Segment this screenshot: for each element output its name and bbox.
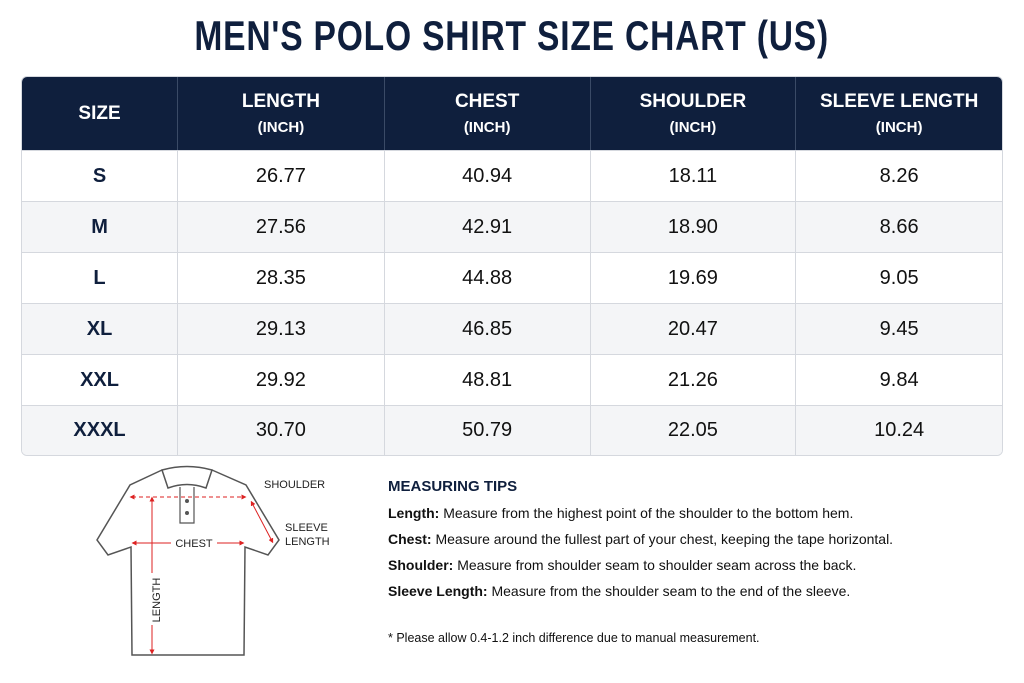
- placket: [179, 487, 195, 524]
- header-unit: (INCH): [875, 119, 923, 136]
- table-row: M 27.56 42.91 18.90 8.66: [22, 201, 1002, 252]
- table-cell: 29.13: [177, 304, 384, 354]
- title-wrap: MEN'S POLO SHIRT SIZE CHART (US): [0, 12, 1024, 60]
- header-label: LENGTH: [241, 91, 320, 112]
- header-unit: (INCH): [463, 119, 511, 136]
- tip-term: Length:: [388, 505, 440, 521]
- table-cell: XXL: [80, 368, 119, 391]
- button: [185, 511, 189, 515]
- sleeve-line: [250, 500, 274, 544]
- label-bg: [145, 573, 159, 625]
- table-cell: 29.92: [177, 355, 384, 405]
- table-cell: 18.11: [589, 151, 796, 201]
- header-row: SIZE LENGTH (INCH) CHEST (INCH) SHOULDER (INCH…: [22, 77, 1002, 150]
- table-cell: 46.85: [383, 304, 590, 354]
- table-cell: M: [91, 215, 108, 238]
- shirt-diagram: CHEST LENGTH SHOULDER SLEEVE LENGTH: [96, 465, 330, 656]
- table-cell: 44.88: [383, 253, 590, 303]
- collar: [161, 465, 213, 489]
- tip-text: Measure around the fullest part of your …: [435, 531, 894, 547]
- table-cell: 19.69: [589, 253, 796, 303]
- table-cell: XXXL: [73, 419, 126, 441]
- table-cell: 26.77: [177, 151, 384, 201]
- table-cell: 20.47: [589, 304, 796, 354]
- header-unit: (INCH): [669, 119, 717, 136]
- note: * Please allow 0.4-1.2 inch difference d…: [388, 631, 760, 645]
- table-cell: 8.66: [795, 202, 1002, 252]
- header-cell: SHOULDER (INCH): [589, 77, 796, 150]
- header-label: SIZE: [78, 102, 121, 124]
- tip-term: Shoulder:: [388, 557, 454, 573]
- header-label: CHEST: [454, 91, 520, 112]
- header-cell: LENGTH (INCH): [177, 77, 384, 150]
- tip: Shoulder: Measure from shoulder seam to …: [388, 557, 893, 573]
- header-cell: CHEST (INCH): [383, 77, 590, 150]
- table-cell: 40.94: [383, 151, 590, 201]
- table-row: XXL 29.92 48.81 21.26 9.84: [22, 354, 1002, 405]
- table-cell: 28.35: [177, 253, 384, 303]
- table-cell: 21.26: [589, 355, 796, 405]
- header-label: SHOULDER: [639, 91, 747, 112]
- tip-text: Measure from the shoulder seam to the en…: [491, 583, 851, 599]
- header-unit: (INCH): [257, 119, 305, 136]
- table-cell: 9.84: [795, 355, 1002, 405]
- tips-title: MEASURING TIPS: [388, 478, 518, 495]
- table-cell: 8.26: [795, 151, 1002, 201]
- tip: Length: Measure from the highest point o…: [388, 505, 893, 521]
- table-cell: 10.24: [795, 406, 1002, 455]
- length-label: LENGTH: [151, 578, 163, 623]
- table-cell: 50.79: [383, 406, 590, 455]
- header-label: SLEEVE LENGTH: [819, 91, 979, 112]
- tip-text: Measure from the highest point of the sh…: [443, 505, 854, 521]
- table-cell: 48.81: [383, 355, 590, 405]
- table-cell: S: [92, 164, 107, 187]
- tip-term: Chest:: [388, 531, 432, 547]
- button: [185, 499, 189, 503]
- table-cell: 18.90: [589, 202, 796, 252]
- sleeve-label: SLEEVE: [285, 522, 328, 534]
- header-cell: SIZE: [22, 77, 177, 150]
- size-table: SIZE LENGTH (INCH) CHEST (INCH) SHOULDER (INCH…: [21, 76, 1003, 456]
- table-row: XXXL 30.70 50.79 22.05 10.24: [22, 405, 1002, 455]
- shoulder-label: SHOULDER: [264, 479, 325, 491]
- table-cell: 42.91: [383, 202, 590, 252]
- tips: MEASURING TIPS Length: Measure from the h…: [388, 478, 893, 657]
- title: MEN'S POLO SHIRT SIZE CHART (US): [194, 12, 830, 59]
- tip: Chest: Measure around the fullest part o…: [388, 531, 893, 547]
- table-row: XL 29.13 46.85 20.47 9.45: [22, 303, 1002, 354]
- label-bg: [171, 535, 217, 551]
- tip-text: Measure from shoulder seam to shoulder s…: [457, 557, 857, 573]
- header-cell: SLEEVE LENGTH (INCH): [795, 77, 1002, 150]
- chest-label: CHEST: [175, 538, 213, 550]
- table-cell: 30.70: [177, 406, 384, 455]
- tip: Sleeve Length: Measure from the shoulder…: [388, 583, 893, 599]
- table-cell: 27.56: [177, 202, 384, 252]
- table-cell: 22.05: [589, 406, 796, 455]
- table-row: L 28.35 44.88 19.69 9.05: [22, 252, 1002, 303]
- shirt-outline: [96, 469, 280, 656]
- tip-term: Sleeve Length:: [388, 583, 488, 599]
- sleeve-label: LENGTH: [285, 536, 330, 548]
- table-cell: L: [93, 266, 106, 289]
- table-row: S 26.77 40.94 18.11 8.26: [22, 150, 1002, 201]
- table-cell: 9.05: [795, 253, 1002, 303]
- table-cell: XL: [86, 317, 113, 340]
- table-cell: 9.45: [795, 304, 1002, 354]
